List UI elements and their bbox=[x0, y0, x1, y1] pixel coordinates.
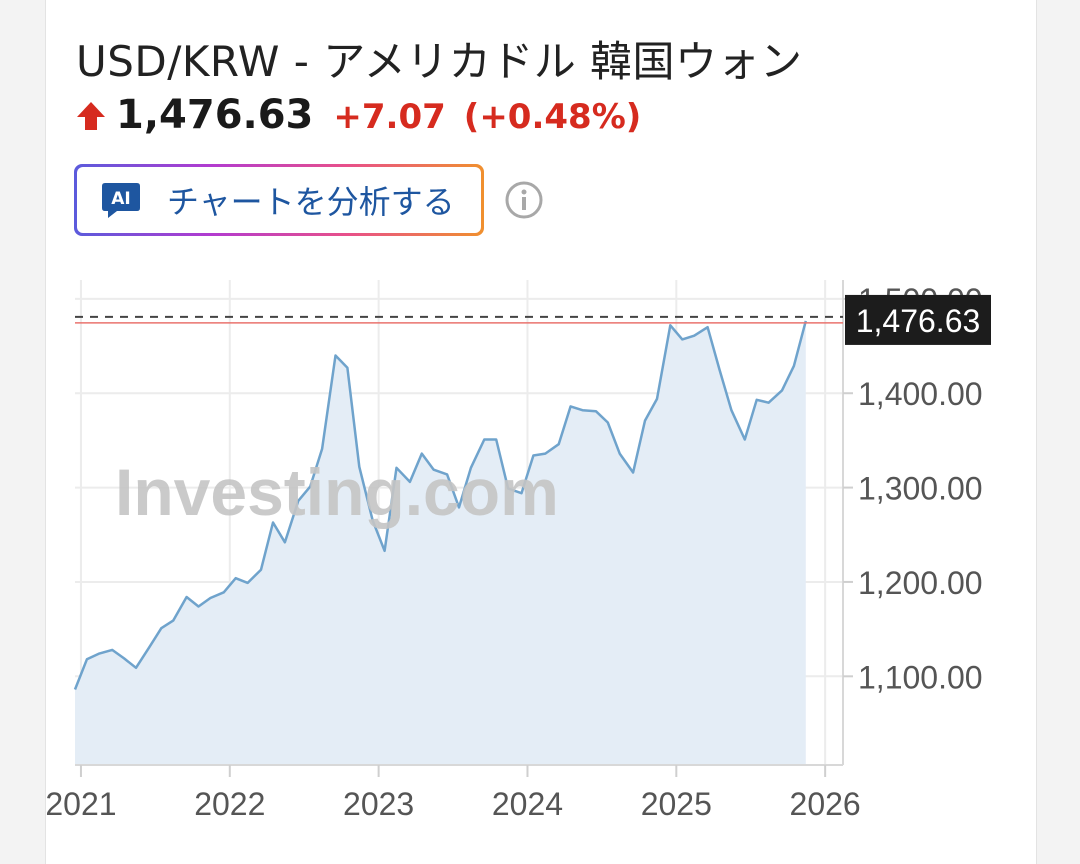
ai-chat-icon: AI bbox=[102, 183, 140, 218]
ai-badge-text: AI bbox=[111, 189, 130, 209]
y-axis: 1,500.001,400.001,300.001,200.001,100.00 bbox=[842, 280, 983, 765]
instrument-title: USD/KRW - アメリカドル 韓国ウォン bbox=[76, 37, 803, 86]
info-icon[interactable] bbox=[504, 180, 544, 220]
investing-watermark: Investing.com bbox=[115, 455, 559, 529]
x-tick-label-4: 2025 bbox=[641, 786, 712, 822]
last-value-label: 1,476.63 bbox=[856, 303, 981, 339]
series-area bbox=[75, 320, 806, 765]
price-row: 1,476.63 +7.07 (+0.48%) bbox=[76, 92, 641, 138]
price-change-percent: (+0.48%) bbox=[463, 97, 642, 137]
y-tick-label-3: 1,200.00 bbox=[858, 565, 983, 601]
last-value-marker: 1,476.63 bbox=[75, 294, 991, 345]
chart-plot-area bbox=[73, 320, 808, 765]
last-value-label-bg bbox=[845, 294, 991, 345]
analyze-chart-button[interactable]: AI チャートを分析する bbox=[74, 164, 484, 236]
y-tick-label-1: 1,400.00 bbox=[858, 376, 983, 412]
x-tick-label-1: 2022 bbox=[194, 786, 265, 822]
price-change: +7.07 bbox=[333, 97, 446, 137]
up-arrow-icon bbox=[77, 102, 105, 130]
last-price: 1,476.63 bbox=[116, 92, 314, 138]
x-tick-label-3: 2024 bbox=[492, 786, 563, 822]
x-axis: 2021 2022 2023 2024 2025 2026 bbox=[45, 764, 861, 822]
x-tick-label-2: 2023 bbox=[343, 786, 414, 822]
analyze-chart-label: チャートを分析する bbox=[167, 183, 455, 221]
y-tick-label-2: 1,300.00 bbox=[858, 471, 983, 507]
x-tick-label-5: 2026 bbox=[790, 786, 861, 822]
y-tick-label-4: 1,100.00 bbox=[858, 659, 983, 695]
x-tick-label-0: 2021 bbox=[45, 786, 116, 822]
series-line bbox=[73, 320, 808, 690]
analyze-chart-button-inner: AI チャートを分析する bbox=[77, 167, 481, 233]
